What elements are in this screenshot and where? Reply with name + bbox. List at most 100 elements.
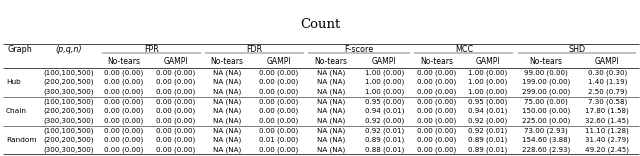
- Text: 0.00 (0.00): 0.00 (0.00): [104, 117, 143, 124]
- Text: 0.00 (0.00): 0.00 (0.00): [156, 117, 195, 124]
- Text: FPR: FPR: [144, 45, 159, 54]
- Text: 0.92 (0.00): 0.92 (0.00): [365, 117, 404, 124]
- Text: 0.95 (0.00): 0.95 (0.00): [365, 98, 404, 105]
- Text: 0.00 (0.00): 0.00 (0.00): [417, 89, 456, 95]
- Text: 1.00 (0.00): 1.00 (0.00): [468, 89, 508, 95]
- Text: (200,200,500): (200,200,500): [43, 137, 93, 143]
- Text: 0.00 (0.00): 0.00 (0.00): [259, 89, 298, 95]
- Text: 2.50 (0.79): 2.50 (0.79): [588, 89, 627, 95]
- Text: NA (NA): NA (NA): [213, 137, 241, 143]
- Text: 0.00 (0.00): 0.00 (0.00): [156, 89, 195, 95]
- Text: NA (NA): NA (NA): [213, 146, 241, 153]
- Text: 0.95 (0.00): 0.95 (0.00): [468, 98, 508, 105]
- Text: 0.00 (0.00): 0.00 (0.00): [156, 108, 195, 114]
- Text: 31.40 (2.79): 31.40 (2.79): [586, 137, 629, 143]
- Text: NA (NA): NA (NA): [213, 98, 241, 105]
- Text: 0.00 (0.00): 0.00 (0.00): [417, 69, 456, 76]
- Text: MCC: MCC: [455, 45, 473, 54]
- Text: Graph: Graph: [8, 45, 33, 54]
- Text: NA (NA): NA (NA): [213, 108, 241, 114]
- Text: (100,100,500): (100,100,500): [43, 69, 93, 76]
- Text: NA (NA): NA (NA): [317, 127, 345, 134]
- Text: No-tears: No-tears: [529, 57, 562, 66]
- Text: 0.00 (0.00): 0.00 (0.00): [417, 146, 456, 153]
- Text: NA (NA): NA (NA): [317, 79, 345, 85]
- Text: (100,100,500): (100,100,500): [43, 98, 93, 105]
- Text: 0.00 (0.00): 0.00 (0.00): [259, 146, 298, 153]
- Text: 0.00 (0.00): 0.00 (0.00): [417, 98, 456, 105]
- Text: (300,300,500): (300,300,500): [43, 146, 93, 153]
- Text: 11.10 (1.28): 11.10 (1.28): [586, 127, 629, 134]
- Text: 0.00 (0.00): 0.00 (0.00): [104, 146, 143, 153]
- Text: 0.00 (0.00): 0.00 (0.00): [417, 79, 456, 85]
- Text: 1.00 (0.00): 1.00 (0.00): [468, 79, 508, 85]
- Text: 32.60 (1.45): 32.60 (1.45): [586, 117, 629, 124]
- Text: 0.00 (0.00): 0.00 (0.00): [156, 137, 195, 143]
- Text: NA (NA): NA (NA): [317, 98, 345, 105]
- Text: GAMPI: GAMPI: [595, 57, 620, 66]
- Text: 17.80 (1.58): 17.80 (1.58): [586, 108, 629, 114]
- Text: NA (NA): NA (NA): [317, 146, 345, 153]
- Text: GAMPI: GAMPI: [372, 57, 397, 66]
- Text: Random: Random: [6, 137, 36, 143]
- Text: 0.00 (0.00): 0.00 (0.00): [417, 108, 456, 114]
- Text: (200,200,500): (200,200,500): [43, 108, 93, 114]
- Text: 0.00 (0.00): 0.00 (0.00): [104, 69, 143, 76]
- Text: 0.00 (0.00): 0.00 (0.00): [259, 79, 298, 85]
- Text: 228.60 (2.93): 228.60 (2.93): [522, 146, 570, 153]
- Text: 0.00 (0.00): 0.00 (0.00): [104, 137, 143, 143]
- Text: 73.00 (2.93): 73.00 (2.93): [524, 127, 568, 134]
- Text: 1.40 (1.19): 1.40 (1.19): [588, 79, 627, 85]
- Text: 99.00 (0.00): 99.00 (0.00): [524, 69, 568, 76]
- Text: SHD: SHD: [568, 45, 586, 54]
- Text: No-tears: No-tears: [420, 57, 453, 66]
- Text: 0.00 (0.00): 0.00 (0.00): [104, 79, 143, 85]
- Text: 154.60 (3.88): 154.60 (3.88): [522, 137, 570, 143]
- Text: 0.92 (0.01): 0.92 (0.01): [468, 127, 508, 134]
- Text: 0.00 (0.00): 0.00 (0.00): [104, 98, 143, 105]
- Text: NA (NA): NA (NA): [317, 89, 345, 95]
- Text: 1.00 (0.00): 1.00 (0.00): [468, 69, 508, 76]
- Text: 0.89 (0.01): 0.89 (0.01): [468, 137, 508, 143]
- Text: 0.89 (0.01): 0.89 (0.01): [468, 146, 508, 153]
- Text: 0.94 (0.01): 0.94 (0.01): [468, 108, 508, 114]
- Text: No-tears: No-tears: [314, 57, 348, 66]
- Text: 225.00 (0.00): 225.00 (0.00): [522, 117, 570, 124]
- Text: 0.00 (0.00): 0.00 (0.00): [259, 69, 298, 76]
- Text: 7.30 (0.58): 7.30 (0.58): [588, 98, 627, 105]
- Text: 0.00 (0.00): 0.00 (0.00): [104, 108, 143, 114]
- Text: Chain: Chain: [6, 108, 27, 114]
- Text: NA (NA): NA (NA): [213, 69, 241, 76]
- Text: 49.20 (2.45): 49.20 (2.45): [586, 146, 629, 153]
- Text: 0.30 (0.30): 0.30 (0.30): [588, 69, 627, 76]
- Text: (p,q,n): (p,q,n): [55, 45, 82, 54]
- Text: 0.89 (0.01): 0.89 (0.01): [365, 137, 404, 143]
- Text: Hub: Hub: [6, 79, 20, 85]
- Text: 0.00 (0.00): 0.00 (0.00): [104, 89, 143, 95]
- Text: 1.00 (0.00): 1.00 (0.00): [365, 89, 404, 95]
- Text: 1.00 (0.00): 1.00 (0.00): [365, 79, 404, 85]
- Text: NA (NA): NA (NA): [317, 117, 345, 124]
- Text: 0.00 (0.00): 0.00 (0.00): [156, 146, 195, 153]
- Text: No-tears: No-tears: [108, 57, 141, 66]
- Text: NA (NA): NA (NA): [213, 117, 241, 124]
- Text: 0.94 (0.01): 0.94 (0.01): [365, 108, 404, 114]
- Text: GAMPI: GAMPI: [163, 57, 188, 66]
- Text: 0.00 (0.00): 0.00 (0.00): [156, 127, 195, 134]
- Text: 0.00 (0.00): 0.00 (0.00): [417, 117, 456, 124]
- Text: 75.00 (0.00): 75.00 (0.00): [524, 98, 568, 105]
- Text: (300,300,500): (300,300,500): [43, 117, 93, 124]
- Text: NA (NA): NA (NA): [317, 69, 345, 76]
- Text: 0.88 (0.01): 0.88 (0.01): [365, 146, 404, 153]
- Text: 0.00 (0.00): 0.00 (0.00): [156, 69, 195, 76]
- Text: (300,300,500): (300,300,500): [43, 89, 93, 95]
- Text: 0.92 (0.01): 0.92 (0.01): [365, 127, 404, 134]
- Text: NA (NA): NA (NA): [213, 127, 241, 134]
- Text: FDR: FDR: [246, 45, 262, 54]
- Text: (100,100,500): (100,100,500): [43, 127, 93, 134]
- Text: 0.00 (0.00): 0.00 (0.00): [156, 98, 195, 105]
- Text: 0.00 (0.00): 0.00 (0.00): [259, 108, 298, 114]
- Text: 0.00 (0.00): 0.00 (0.00): [259, 117, 298, 124]
- Text: 0.00 (0.00): 0.00 (0.00): [417, 137, 456, 143]
- Text: No-tears: No-tears: [211, 57, 244, 66]
